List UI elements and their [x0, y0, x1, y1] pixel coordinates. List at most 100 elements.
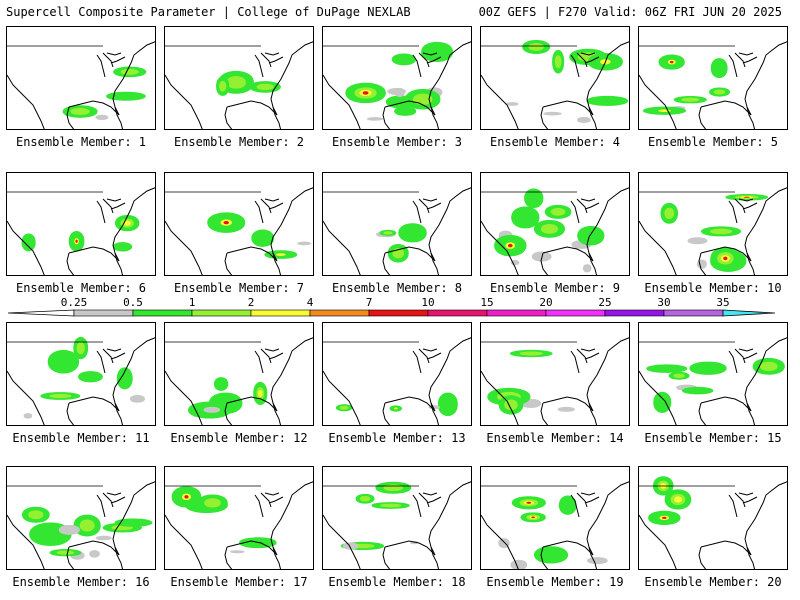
coastline	[570, 198, 600, 224]
coastline	[68, 540, 120, 556]
scp-contour-max	[669, 60, 674, 64]
legend-swatch	[427, 309, 488, 317]
legend-swatch	[663, 309, 724, 317]
coastline	[542, 100, 594, 116]
scp-contour-low	[689, 361, 727, 375]
scp-contour-min	[543, 111, 562, 116]
coastline	[114, 252, 124, 275]
scp-contour-min	[505, 102, 519, 106]
panel-label: Ensemble Member: 20	[644, 575, 782, 589]
map-panel	[6, 172, 156, 276]
map-panel	[164, 172, 314, 276]
forecast-map	[639, 337, 787, 425]
scp-contour-max	[723, 256, 728, 261]
scp-contour-mid	[383, 484, 404, 492]
forecast-map	[165, 187, 313, 275]
coastline	[68, 246, 120, 262]
map-panel	[480, 172, 630, 276]
coastline	[412, 52, 442, 78]
legend-swatch	[545, 309, 606, 317]
coastline	[746, 546, 756, 569]
scp-contour-mid	[204, 498, 221, 508]
scp-contour-mid	[550, 208, 566, 216]
coastline	[224, 252, 233, 275]
coastline	[746, 252, 756, 275]
scp-contour-low	[213, 377, 229, 391]
color-legend: 0.25 0.5 1 2 4 7 10 15 20 25 30 35	[0, 296, 800, 322]
coastline	[114, 402, 124, 425]
legend-tick-label: 2	[247, 296, 255, 309]
scp-contour-min	[586, 557, 608, 565]
coastline	[323, 74, 361, 129]
scp-contour-min	[687, 237, 708, 245]
coastline	[698, 252, 707, 275]
scp-contour-low	[421, 41, 454, 62]
legend-tick-label: 15	[480, 296, 494, 309]
scp-contour-mid	[713, 89, 726, 95]
scp-contour-low	[533, 546, 569, 564]
scp-contour-max	[531, 516, 535, 519]
scp-contour-max	[662, 516, 667, 519]
scp-contour-mid	[380, 503, 402, 508]
legend-tick-label: 30	[657, 296, 671, 309]
scp-contour-min	[297, 241, 312, 246]
coastline	[744, 187, 787, 262]
map-panel	[480, 322, 630, 426]
coastline	[382, 252, 391, 275]
scp-contour-mid	[256, 83, 274, 91]
map-panel	[164, 322, 314, 426]
scp-contour-max	[75, 239, 78, 243]
coastline	[114, 546, 124, 569]
coastline	[272, 402, 282, 425]
forecast-map	[481, 187, 629, 275]
coastline	[412, 198, 442, 224]
coastline	[428, 337, 471, 412]
coastline	[270, 481, 313, 556]
coastline	[112, 337, 155, 412]
scp-contour-high	[393, 407, 398, 410]
coastline	[270, 41, 313, 116]
legend-tick-label: 7	[365, 296, 373, 309]
panel-label: Ensemble Member: 18	[328, 575, 466, 589]
scp-contour-mid	[664, 207, 675, 220]
scp-contour-high	[258, 389, 263, 397]
legend-swatch	[73, 309, 134, 317]
coastline	[481, 220, 519, 275]
coastline	[700, 100, 752, 116]
coastline	[639, 370, 677, 425]
coastline	[700, 396, 752, 412]
coastline	[165, 514, 203, 569]
coastline	[744, 481, 787, 556]
coastline	[570, 348, 600, 374]
legend-left-arrow	[7, 309, 75, 317]
panel-label: Ensemble Member: 9	[489, 281, 621, 295]
coastline	[384, 246, 436, 262]
panel-label: Ensemble Member: 14	[486, 431, 624, 445]
scp-contour-min	[89, 550, 100, 558]
coastline	[254, 348, 284, 374]
coastline	[728, 348, 758, 374]
coastline	[272, 546, 282, 569]
forecast-map	[7, 336, 155, 425]
coastline	[481, 514, 519, 569]
scp-contour-min	[557, 406, 575, 412]
coastline	[112, 41, 155, 116]
legend-tick-label: 25	[598, 296, 612, 309]
scp-contour-low	[586, 95, 629, 106]
coastline	[114, 106, 124, 129]
coastline	[430, 106, 440, 129]
scp-contour-max	[184, 495, 189, 499]
coastline	[570, 492, 600, 518]
coastline	[323, 514, 361, 569]
coastline	[428, 41, 471, 116]
coastline	[224, 106, 233, 129]
legend-swatch	[368, 309, 429, 317]
forecast-map	[165, 337, 313, 425]
coastline	[728, 492, 758, 518]
legend-swatch	[604, 309, 665, 317]
forecast-map	[481, 337, 629, 425]
coastline	[323, 220, 361, 275]
scp-contour-low	[391, 53, 417, 66]
coastline	[698, 546, 707, 569]
scp-contour-low	[21, 233, 36, 252]
